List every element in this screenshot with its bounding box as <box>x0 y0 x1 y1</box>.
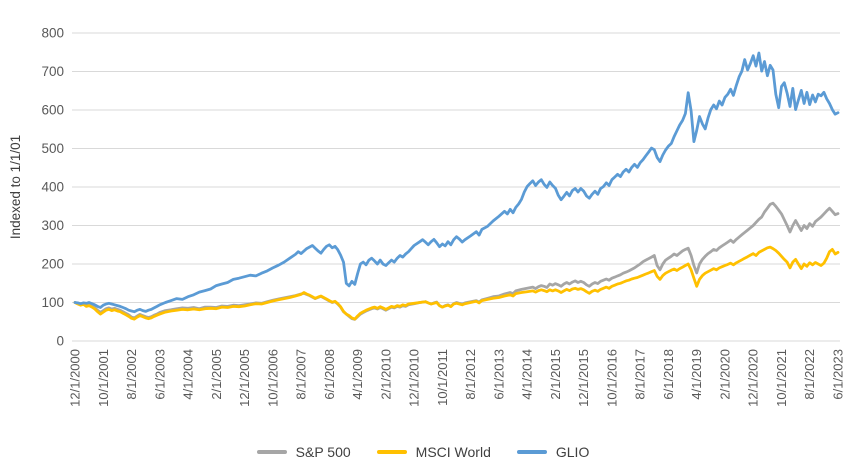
y-tick-label: 300 <box>41 218 64 233</box>
x-tick-label: 10/1/2011 <box>435 349 450 406</box>
sp500-legend-label: S&P 500 <box>295 444 351 460</box>
chart-legend: S&P 500 MSCI World GLIO <box>0 444 846 460</box>
x-tick-label: 8/1/2007 <box>294 349 309 400</box>
msci-world-legend-label: MSCI World <box>415 444 491 460</box>
x-tick-label: 6/1/2008 <box>322 349 337 400</box>
x-tick-label: 8/1/2012 <box>463 349 478 400</box>
msci-world-line-swatch <box>376 450 407 454</box>
x-tick-label: 10/1/2001 <box>96 349 111 407</box>
x-tick-label: 4/1/2019 <box>689 349 704 400</box>
x-tick-label: 4/1/2004 <box>181 349 196 400</box>
x-tick-label: 12/1/2005 <box>237 349 252 407</box>
x-tick-label: 8/1/2002 <box>124 349 139 400</box>
series-line-msci-world <box>73 245 840 321</box>
x-tick-label: 10/1/2016 <box>604 349 619 407</box>
x-tick-label: 6/1/2013 <box>491 349 506 400</box>
y-tick-label: 600 <box>41 103 64 118</box>
x-tick-label: 6/1/2023 <box>831 349 846 400</box>
y-tick-label: 0 <box>56 334 64 349</box>
x-tick-label: 2/1/2020 <box>717 349 732 400</box>
x-tick-label: 12/1/2000 <box>68 349 83 407</box>
legend-item-msci-world: MSCI World <box>376 444 491 460</box>
x-tick-label: 10/1/2006 <box>265 349 280 407</box>
y-tick-label: 700 <box>41 64 64 79</box>
x-tick-label: 12/1/2015 <box>576 349 591 407</box>
x-tick-label: 6/1/2003 <box>152 349 167 400</box>
x-tick-label: 2/1/2005 <box>209 349 224 400</box>
y-tick-label: 100 <box>41 295 64 310</box>
x-tick-label: 4/1/2014 <box>520 349 535 400</box>
x-tick-label: 12/1/2010 <box>407 349 422 407</box>
y-tick-label: 800 <box>41 26 64 41</box>
legend-item-glio: GLIO <box>516 444 590 460</box>
y-tick-label: 400 <box>41 180 64 195</box>
x-tick-label: 8/1/2017 <box>633 349 648 400</box>
y-axis-title: Indexed to 1/1/01 <box>8 135 23 239</box>
x-tick-label: 2/1/2010 <box>378 349 393 400</box>
x-tick-label: 8/1/2022 <box>802 349 817 400</box>
glio-line-swatch <box>516 450 547 454</box>
x-tick-label: 2/1/2015 <box>548 349 563 400</box>
glio-legend-label: GLIO <box>555 444 590 460</box>
sp500-line-swatch <box>256 450 287 454</box>
x-tick-label: 6/1/2018 <box>661 349 676 400</box>
legend-item-sp500: S&P 500 <box>256 444 351 460</box>
y-tick-label: 200 <box>41 257 64 272</box>
x-tick-label: 4/1/2009 <box>350 349 365 400</box>
y-tick-label: 500 <box>41 141 64 156</box>
x-tick-label: 10/1/2021 <box>774 349 789 407</box>
x-tick-label: 12/1/2020 <box>746 349 761 407</box>
series-line-glio <box>73 51 840 314</box>
